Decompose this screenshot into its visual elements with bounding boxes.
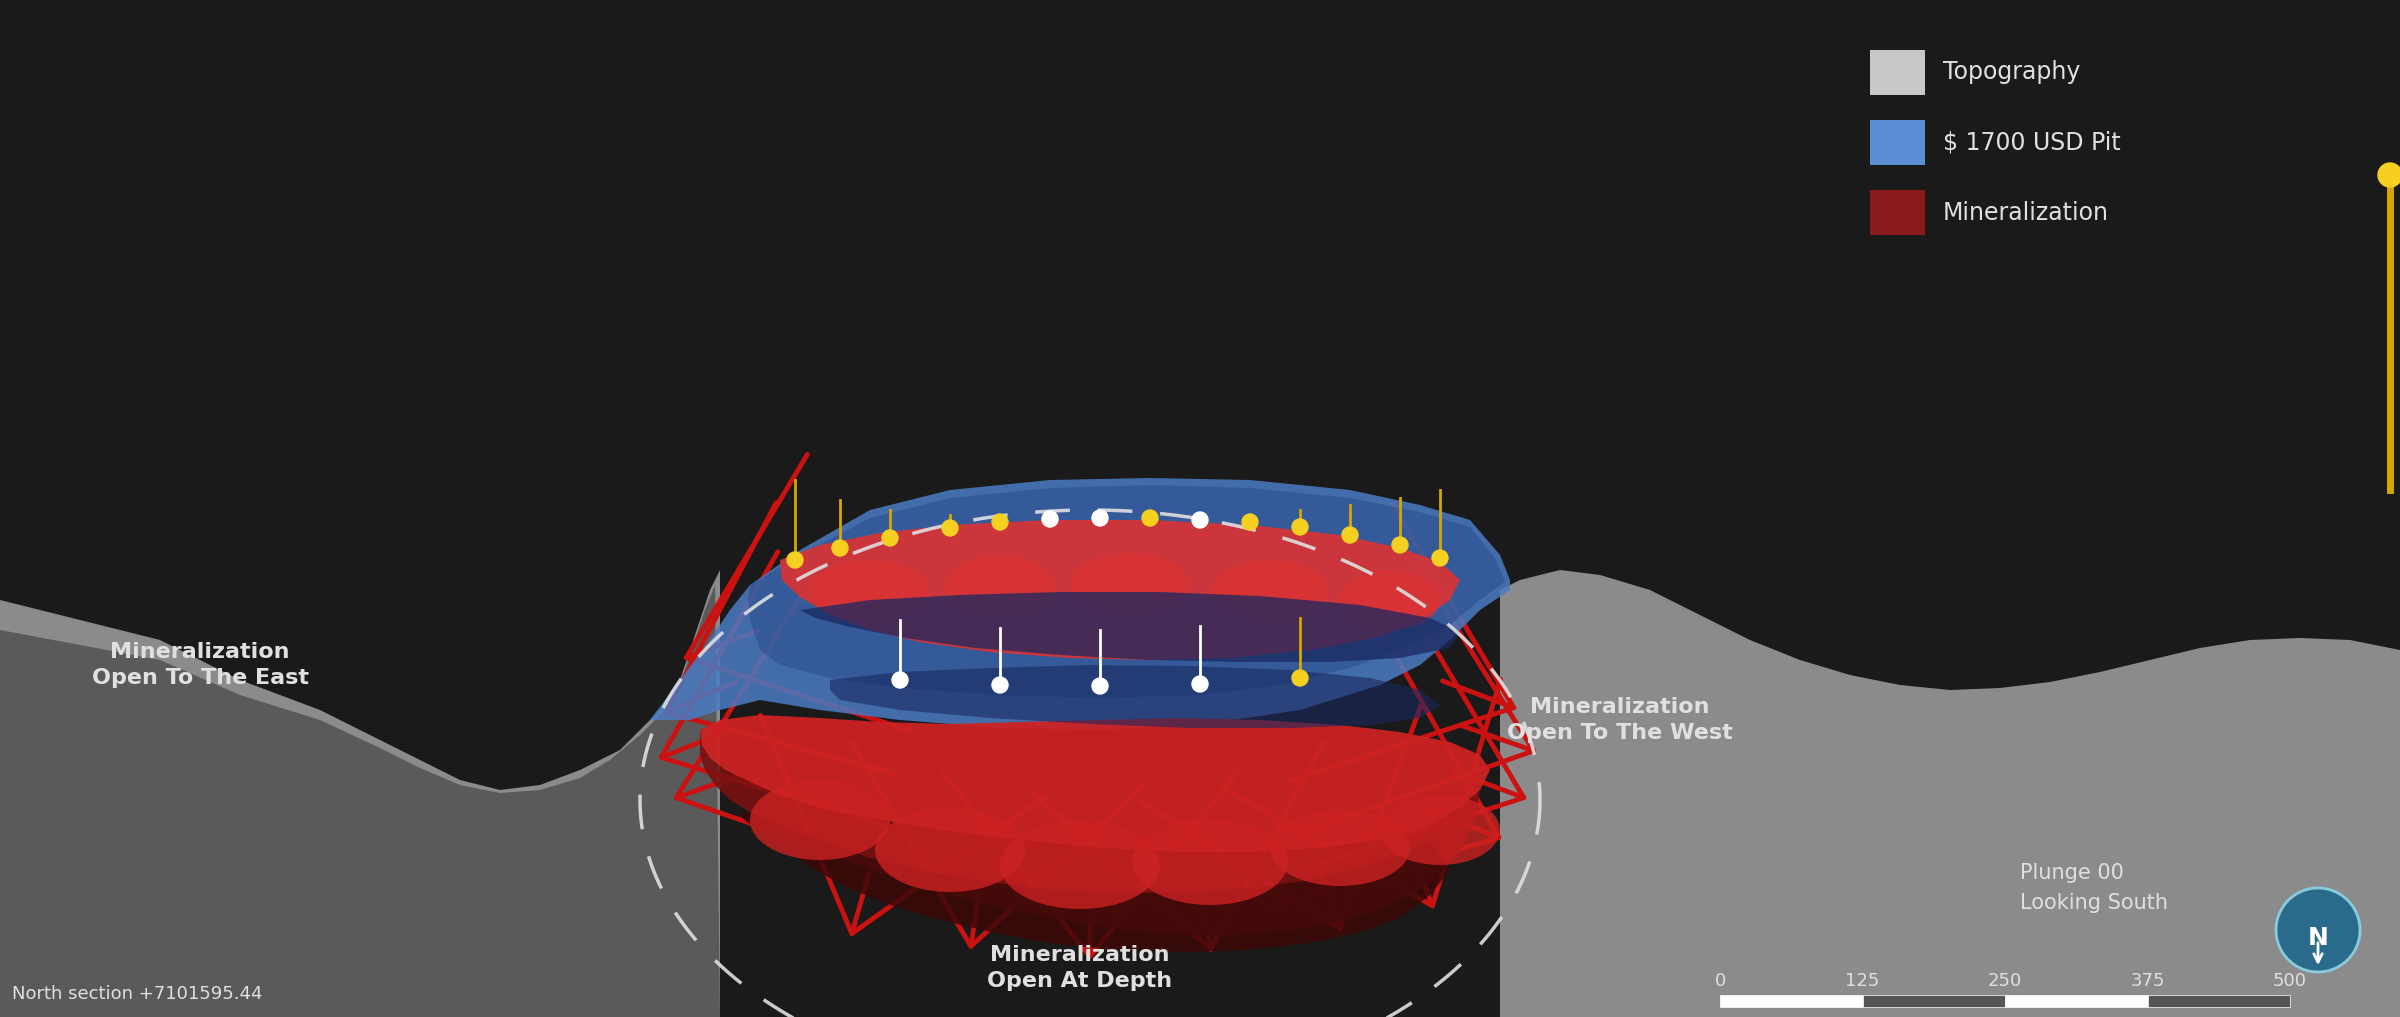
Ellipse shape [1212, 560, 1327, 620]
Circle shape [2378, 163, 2400, 187]
Ellipse shape [1001, 821, 1159, 909]
Circle shape [1193, 676, 1207, 692]
Circle shape [1342, 527, 1358, 543]
Text: Mineralization
Open To The West: Mineralization Open To The West [1507, 697, 1733, 743]
Bar [2004, 995, 2148, 1007]
Polygon shape [0, 585, 720, 1017]
Text: 0: 0 [1714, 972, 1726, 990]
Polygon shape [739, 810, 1450, 952]
Ellipse shape [876, 807, 1025, 892]
Text: 375: 375 [2131, 972, 2165, 990]
Circle shape [1042, 511, 1058, 527]
Text: N: N [2306, 926, 2328, 950]
Polygon shape [830, 665, 1440, 728]
Text: 500: 500 [2273, 972, 2306, 990]
Polygon shape [650, 478, 1510, 730]
Polygon shape [701, 730, 1481, 935]
Text: 125: 125 [1846, 972, 1879, 990]
Circle shape [2275, 888, 2359, 972]
Circle shape [1193, 512, 1207, 528]
Text: 250: 250 [1987, 972, 2023, 990]
Text: Topography: Topography [1944, 60, 2081, 84]
Circle shape [1433, 550, 1447, 566]
Ellipse shape [1380, 795, 1500, 865]
Bar [2148, 995, 2290, 1007]
Polygon shape [1500, 570, 2400, 1017]
Text: North section +7101595.44: North section +7101595.44 [12, 985, 262, 1003]
Circle shape [1092, 678, 1109, 694]
Polygon shape [0, 570, 720, 1017]
Circle shape [893, 672, 907, 687]
Ellipse shape [1270, 810, 1411, 886]
Ellipse shape [1339, 570, 1440, 630]
Text: Plunge 00
Looking South: Plunge 00 Looking South [2021, 863, 2167, 913]
Polygon shape [780, 520, 1459, 660]
Circle shape [991, 677, 1008, 693]
Circle shape [883, 530, 898, 546]
Ellipse shape [811, 560, 931, 620]
Circle shape [1142, 510, 1159, 526]
Circle shape [1243, 514, 1258, 530]
Text: Mineralization
Open To The East: Mineralization Open To The East [91, 642, 310, 689]
Circle shape [1291, 519, 1308, 535]
Bar [1870, 120, 1925, 165]
Ellipse shape [1133, 819, 1289, 905]
Bar [1862, 995, 2004, 1007]
Polygon shape [701, 715, 1490, 852]
Ellipse shape [749, 780, 890, 860]
Circle shape [833, 540, 847, 556]
Circle shape [941, 520, 958, 536]
Ellipse shape [1070, 553, 1190, 613]
Polygon shape [799, 592, 1459, 662]
Bar [1870, 190, 1925, 235]
Text: Mineralization: Mineralization [1944, 200, 2110, 225]
Circle shape [787, 552, 804, 569]
Circle shape [1392, 537, 1409, 553]
Text: Mineralization
Open At Depth: Mineralization Open At Depth [986, 945, 1174, 992]
Circle shape [1092, 510, 1109, 526]
Bar [1721, 995, 1862, 1007]
Circle shape [1291, 670, 1308, 686]
Text: $ 1700 USD Pit: $ 1700 USD Pit [1944, 130, 2122, 155]
Polygon shape [749, 485, 1505, 698]
Circle shape [991, 514, 1008, 530]
Ellipse shape [946, 555, 1056, 615]
Bar [1870, 50, 1925, 95]
